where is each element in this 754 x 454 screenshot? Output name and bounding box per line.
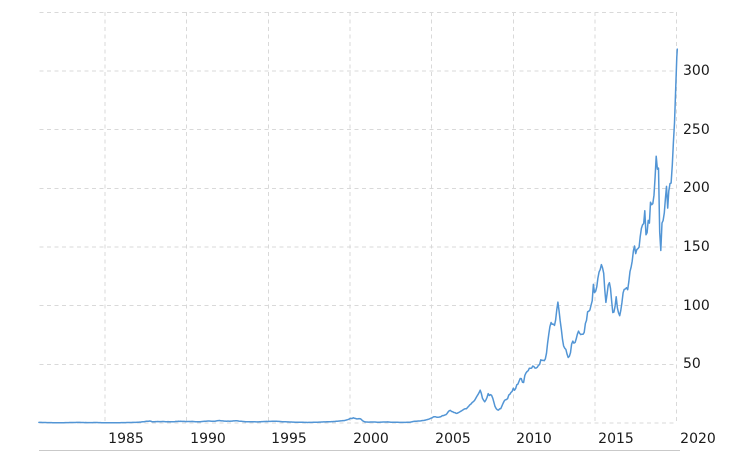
x-tick-label-2010: 2010 xyxy=(516,431,552,447)
y-tick-label-50: 50 xyxy=(683,356,701,372)
x-tick-label-2020: 2020 xyxy=(680,431,716,447)
x-tick-label-1985: 1985 xyxy=(108,431,144,447)
gridlines xyxy=(39,11,678,424)
y-tick-label-100: 100 xyxy=(683,298,710,314)
x-tick-label-1995: 1995 xyxy=(271,431,307,447)
x-tick-label-2015: 2015 xyxy=(598,431,634,447)
y-tick-label-200: 200 xyxy=(683,180,710,196)
price-line-series xyxy=(38,48,679,424)
y-tick-label-250: 250 xyxy=(683,122,710,138)
x-tick-label-1990: 1990 xyxy=(190,431,226,447)
y-tick-label-300: 300 xyxy=(683,63,710,79)
y-tick-label-150: 150 xyxy=(683,239,710,255)
x-tick-label-2005: 2005 xyxy=(435,431,471,447)
x-tick-label-2000: 2000 xyxy=(353,431,389,447)
